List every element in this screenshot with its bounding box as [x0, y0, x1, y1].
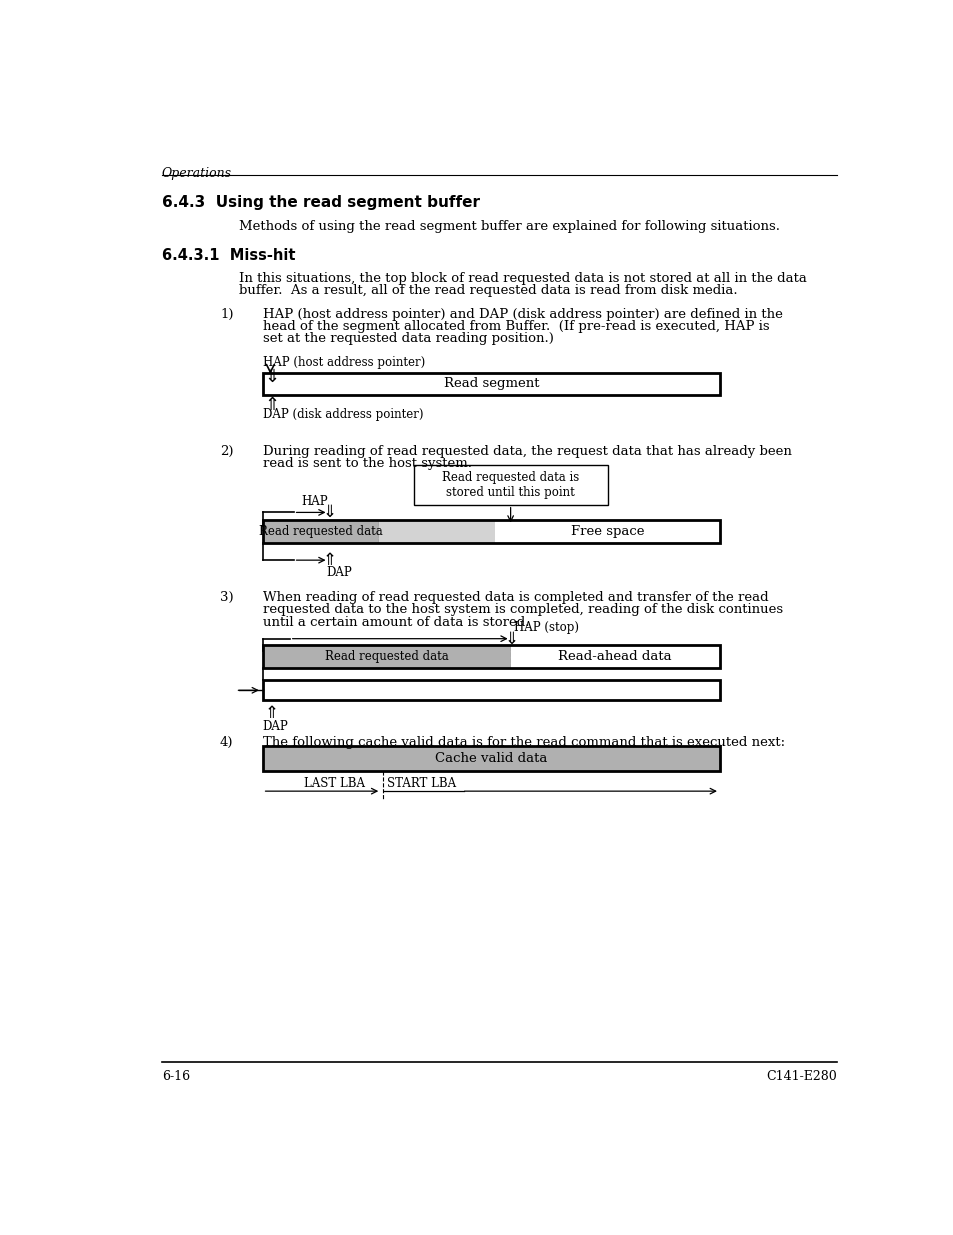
Bar	[495, 520, 720, 543]
Text: Read requested data: Read requested data	[258, 525, 382, 538]
Text: 6-16: 6-16	[162, 1070, 190, 1083]
Text: Free space: Free space	[570, 525, 643, 538]
Text: 1): 1)	[220, 308, 233, 321]
Text: until a certain amount of data is stored.: until a certain amount of data is stored…	[262, 615, 529, 629]
Bar	[262, 520, 378, 543]
Bar	[510, 645, 720, 668]
Bar	[262, 645, 510, 668]
Text: The following cache valid data is for the read command that is executed next:: The following cache valid data is for th…	[262, 736, 784, 748]
Text: stored until this point: stored until this point	[446, 487, 575, 499]
Text: set at the requested data reading position.): set at the requested data reading positi…	[262, 332, 553, 346]
Text: head of the segment allocated from Buffer.  (If pre-read is executed, HAP is: head of the segment allocated from Buffe…	[262, 320, 768, 333]
Text: 6.4.3.1  Miss-hit: 6.4.3.1 Miss-hit	[162, 247, 295, 263]
Text: ⇓: ⇓	[504, 630, 517, 647]
Text: 2): 2)	[220, 445, 233, 458]
Text: DAP: DAP	[326, 567, 352, 579]
Bar	[262, 373, 720, 395]
Text: START LBA: START LBA	[387, 777, 456, 789]
Text: During reading of read requested data, the request data that has already been: During reading of read requested data, t…	[262, 445, 791, 458]
Text: HAP (host address pointer): HAP (host address pointer)	[262, 356, 424, 369]
Text: When reading of read requested data is completed and transfer of the read: When reading of read requested data is c…	[262, 592, 767, 604]
Text: Read-ahead data: Read-ahead data	[558, 650, 671, 663]
Text: 3): 3)	[220, 592, 233, 604]
Text: 6.4.3  Using the read segment buffer: 6.4.3 Using the read segment buffer	[162, 195, 479, 210]
Text: Methods of using the read segment buffer are explained for following situations.: Methods of using the read segment buffer…	[239, 220, 780, 233]
Text: Cache valid data: Cache valid data	[435, 752, 547, 766]
Bar	[414, 464, 607, 505]
Text: ⇓: ⇓	[322, 504, 335, 521]
Text: read is sent to the host system.: read is sent to the host system.	[262, 457, 471, 471]
Text: Read requested data is: Read requested data is	[441, 471, 578, 484]
Text: 4): 4)	[220, 736, 233, 748]
Text: In this situations, the top block of read requested data is not stored at all in: In this situations, the top block of rea…	[239, 272, 806, 285]
Text: HAP (stop): HAP (stop)	[513, 621, 578, 634]
Bar	[262, 645, 720, 668]
Text: HAP: HAP	[301, 495, 328, 508]
Text: requested data to the host system is completed, reading of the disk continues: requested data to the host system is com…	[262, 603, 781, 616]
Text: DAP (disk address pointer): DAP (disk address pointer)	[262, 409, 423, 421]
Text: HAP (host address pointer) and DAP (disk address pointer) are defined in the: HAP (host address pointer) and DAP (disk…	[262, 308, 781, 321]
Text: ⇓: ⇓	[264, 368, 279, 387]
Text: LAST LBA: LAST LBA	[303, 777, 364, 789]
Bar	[378, 520, 495, 543]
Text: Operations: Operations	[162, 168, 232, 180]
Text: Read requested data: Read requested data	[324, 650, 448, 663]
Text: buffer.  As a result, all of the read requested data is read from disk media.: buffer. As a result, all of the read req…	[239, 284, 738, 298]
Text: ⇑: ⇑	[264, 704, 277, 722]
Bar	[262, 680, 720, 700]
Text: DAP: DAP	[262, 720, 288, 734]
Text: Read segment: Read segment	[443, 378, 538, 390]
Bar	[262, 520, 720, 543]
Text: C141-E280: C141-E280	[765, 1070, 836, 1083]
Text: ⇑: ⇑	[264, 396, 279, 414]
Text: ⇑: ⇑	[322, 551, 335, 569]
Bar	[262, 746, 720, 771]
